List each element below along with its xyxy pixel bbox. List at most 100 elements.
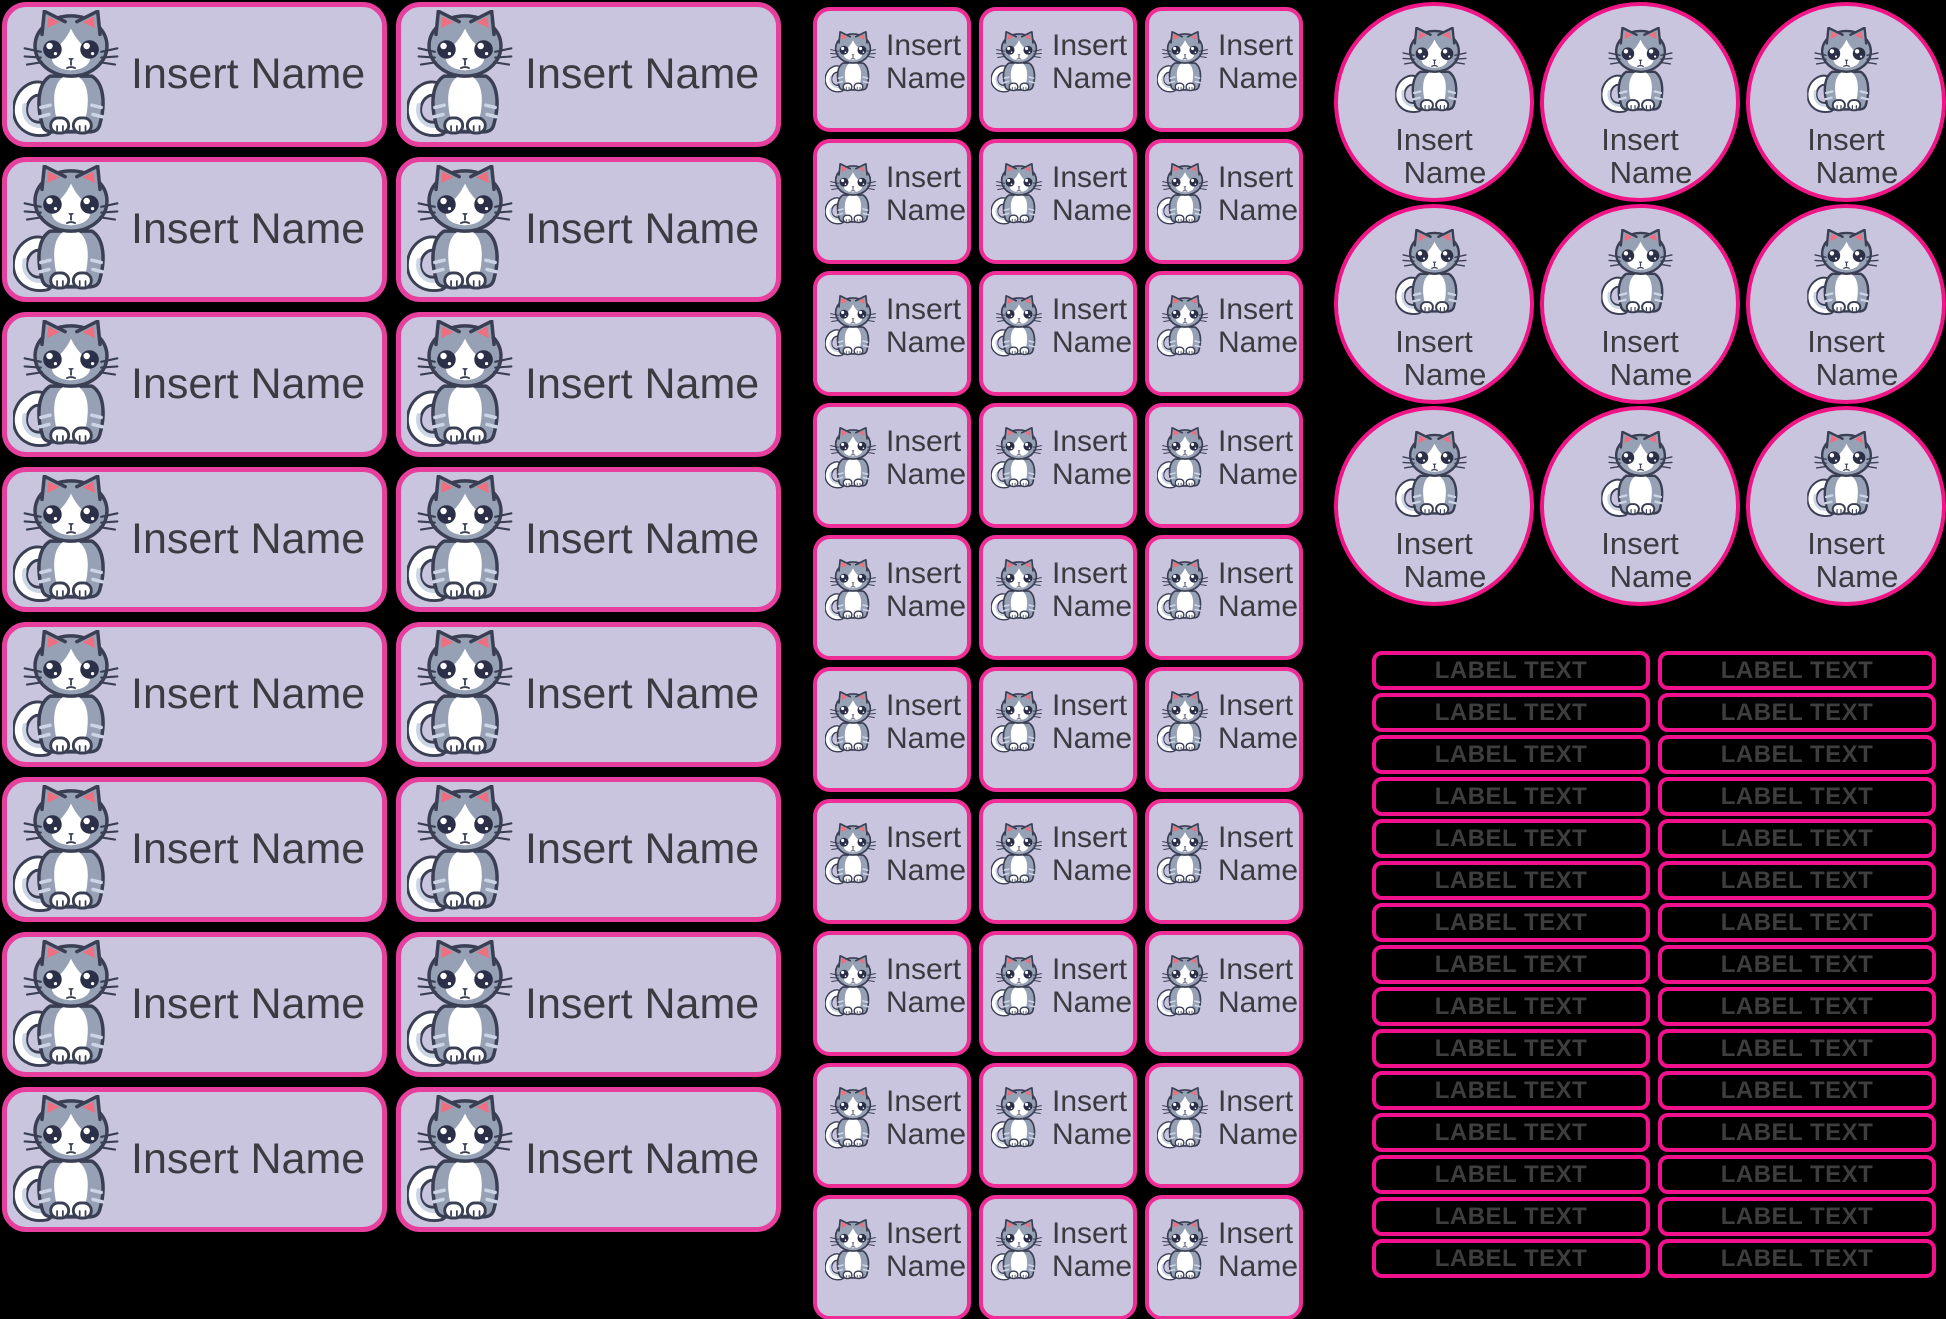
cat-icon	[13, 785, 129, 915]
name-label-small[interactable]: Insert Name	[979, 1195, 1137, 1319]
strip-label[interactable]: LABEL TEXT	[1372, 1113, 1650, 1152]
label-text: Insert Name	[131, 980, 366, 1028]
strip-label[interactable]: LABEL TEXT	[1658, 651, 1936, 690]
name-label-large[interactable]: Insert Name	[2, 2, 387, 147]
name-label-small[interactable]: Insert Name	[1145, 1195, 1303, 1319]
name-label-round[interactable]: Insert Name	[1746, 406, 1946, 606]
strip-label[interactable]: LABEL TEXT	[1658, 735, 1936, 774]
name-label-small[interactable]: Insert Name	[813, 7, 971, 132]
name-label-small[interactable]: Insert Name	[979, 799, 1137, 924]
name-label-small[interactable]: Insert Name	[1145, 139, 1303, 264]
name-label-large[interactable]: Insert Name	[396, 1087, 781, 1232]
strip-label[interactable]: LABEL TEXT	[1658, 1029, 1936, 1068]
strip-label[interactable]: LABEL TEXT	[1658, 903, 1936, 942]
name-label-round[interactable]: Insert Name	[1540, 2, 1740, 202]
name-label-round[interactable]: Insert Name	[1334, 204, 1534, 404]
strip-label[interactable]: LABEL TEXT	[1658, 693, 1936, 732]
name-label-small[interactable]: Insert Name	[1145, 667, 1303, 792]
strip-label[interactable]: LABEL TEXT	[1658, 1071, 1936, 1110]
name-label-large[interactable]: Insert Name	[2, 467, 387, 612]
strip-label[interactable]: LABEL TEXT	[1372, 987, 1650, 1026]
strip-label[interactable]: LABEL TEXT	[1372, 693, 1650, 732]
name-label-small[interactable]: Insert Name	[979, 139, 1137, 264]
name-label-small[interactable]: Insert Name	[1145, 1063, 1303, 1188]
cat-icon	[1157, 295, 1213, 358]
name-label-small[interactable]: Insert Name	[813, 535, 971, 660]
strip-label[interactable]: LABEL TEXT	[1658, 819, 1936, 858]
name-label-large[interactable]: Insert Name	[2, 622, 387, 767]
name-label-small[interactable]: Insert Name	[813, 403, 971, 528]
strip-label[interactable]: LABEL TEXT	[1372, 819, 1650, 858]
name-label-small[interactable]: Insert Name	[813, 139, 971, 264]
strip-label-text: LABEL TEXT	[1434, 992, 1588, 1020]
label-text: Insert Name	[1218, 162, 1298, 226]
strip-label[interactable]: LABEL TEXT	[1372, 1197, 1650, 1236]
name-label-large[interactable]: Insert Name	[396, 467, 781, 612]
name-label-small[interactable]: Insert Name	[1145, 799, 1303, 924]
name-label-large[interactable]: Insert Name	[396, 2, 781, 147]
name-label-small[interactable]: Insert Name	[979, 667, 1137, 792]
name-label-small[interactable]: Insert Name	[1145, 535, 1303, 660]
name-label-large[interactable]: Insert Name	[396, 622, 781, 767]
name-label-small[interactable]: Insert Name	[979, 535, 1137, 660]
label-text-line2: Name	[1052, 589, 1133, 623]
name-label-small[interactable]: Insert Name	[1145, 931, 1303, 1056]
strip-label[interactable]: LABEL TEXT	[1658, 945, 1936, 984]
strip-label-text: LABEL TEXT	[1434, 656, 1588, 684]
strip-label[interactable]: LABEL TEXT	[1658, 987, 1936, 1026]
strip-label[interactable]: LABEL TEXT	[1658, 1155, 1936, 1194]
name-label-small[interactable]: Insert Name	[813, 667, 971, 792]
name-label-small[interactable]: Insert Name	[1145, 7, 1303, 132]
name-label-small[interactable]: Insert Name	[813, 271, 971, 396]
strip-label[interactable]: LABEL TEXT	[1658, 1239, 1936, 1278]
name-label-small[interactable]: Insert Name	[979, 931, 1137, 1056]
name-label-large[interactable]: Insert Name	[2, 312, 387, 457]
strip-label[interactable]: LABEL TEXT	[1658, 1113, 1936, 1152]
strip-label[interactable]: LABEL TEXT	[1372, 1239, 1650, 1278]
strip-label[interactable]: LABEL TEXT	[1372, 861, 1650, 900]
name-label-small[interactable]: Insert Name	[813, 799, 971, 924]
strip-label[interactable]: LABEL TEXT	[1372, 1029, 1650, 1068]
strip-label[interactable]: LABEL TEXT	[1372, 651, 1650, 690]
name-label-small[interactable]: Insert Name	[813, 1063, 971, 1188]
name-label-large[interactable]: Insert Name	[396, 157, 781, 302]
name-label-round[interactable]: Insert Name	[1746, 204, 1946, 404]
strip-label[interactable]: LABEL TEXT	[1372, 777, 1650, 816]
name-label-large[interactable]: Insert Name	[2, 932, 387, 1077]
strip-label[interactable]: LABEL TEXT	[1372, 945, 1650, 984]
label-text: Insert Name	[1052, 426, 1132, 490]
label-text-line1: Insert	[1218, 293, 1294, 327]
strip-label[interactable]: LABEL TEXT	[1658, 1197, 1936, 1236]
strip-label[interactable]: LABEL TEXT	[1372, 1071, 1650, 1110]
strip-label-text: LABEL TEXT	[1720, 656, 1874, 684]
name-label-small[interactable]: Insert Name	[979, 271, 1137, 396]
name-label-round[interactable]: Insert Name	[1334, 2, 1534, 202]
name-label-small[interactable]: Insert Name	[979, 7, 1137, 132]
name-label-large[interactable]: Insert Name	[2, 1087, 387, 1232]
cat-icon	[13, 1095, 129, 1225]
strip-label[interactable]: LABEL TEXT	[1372, 735, 1650, 774]
label-text: Insert Name	[886, 294, 966, 358]
strip-label[interactable]: LABEL TEXT	[1658, 777, 1936, 816]
cat-icon	[991, 823, 1047, 886]
name-label-small[interactable]: Insert Name	[1145, 271, 1303, 396]
name-label-large[interactable]: Insert Name	[396, 777, 781, 922]
name-label-large[interactable]: Insert Name	[2, 157, 387, 302]
name-label-large[interactable]: Insert Name	[396, 312, 781, 457]
name-label-round[interactable]: Insert Name	[1746, 2, 1946, 202]
strip-label[interactable]: LABEL TEXT	[1372, 903, 1650, 942]
name-label-small[interactable]: Insert Name	[813, 931, 971, 1056]
name-label-large[interactable]: Insert Name	[2, 777, 387, 922]
name-label-round[interactable]: Insert Name	[1540, 204, 1740, 404]
strip-label[interactable]: LABEL TEXT	[1372, 1155, 1650, 1194]
name-label-small[interactable]: Insert Name	[813, 1195, 971, 1319]
cat-icon	[407, 785, 523, 915]
cat-icon	[1157, 823, 1213, 886]
strip-label[interactable]: LABEL TEXT	[1658, 861, 1936, 900]
name-label-small[interactable]: Insert Name	[979, 1063, 1137, 1188]
name-label-small[interactable]: Insert Name	[979, 403, 1137, 528]
name-label-large[interactable]: Insert Name	[396, 932, 781, 1077]
name-label-small[interactable]: Insert Name	[1145, 403, 1303, 528]
name-label-round[interactable]: Insert Name	[1334, 406, 1534, 606]
name-label-round[interactable]: Insert Name	[1540, 406, 1740, 606]
